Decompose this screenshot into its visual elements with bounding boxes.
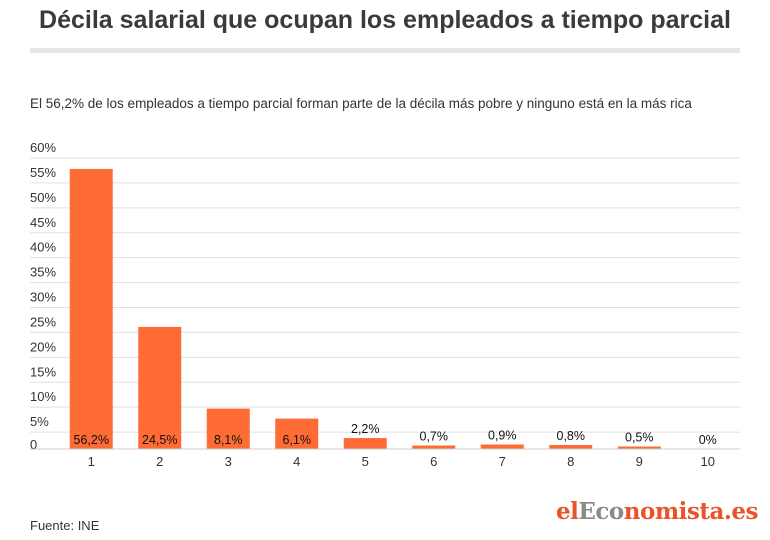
- y-tick-label: 15%: [30, 364, 56, 379]
- logo-part-eco: Eco: [578, 498, 624, 525]
- logo-part-nomista: nomista.es: [623, 498, 759, 525]
- publisher-logo: elEconomista.es: [556, 498, 758, 525]
- bar: [549, 445, 593, 449]
- bar: [69, 168, 113, 450]
- source-note: Fuente: INE: [30, 518, 100, 533]
- bars: [69, 168, 661, 450]
- data-label: 0,5%: [625, 431, 654, 445]
- bar: [480, 444, 524, 449]
- data-labels: 56,2% 24,5% 8,1% 6,1% 2,2% 0,7% 0,9% 0,8% 0,5% 0%: [74, 422, 717, 447]
- x-tick-label: 3: [225, 454, 232, 469]
- y-axis-ticks: 0 5% 10% 15% 20% 25% 30% 35% 40% 45% 50% 55% 60%: [30, 140, 56, 452]
- bar: [206, 408, 250, 449]
- x-tick-label: 6: [430, 454, 437, 469]
- gridlines: [30, 157, 740, 433]
- data-label: 0,7%: [420, 430, 449, 444]
- x-tick-label: 1: [88, 454, 95, 469]
- bar: [617, 446, 661, 449]
- x-tick-label: 7: [499, 454, 506, 469]
- y-tick-label: 50%: [30, 190, 56, 205]
- y-tick-label: 30%: [30, 290, 56, 305]
- y-tick-label: 35%: [30, 265, 56, 280]
- bar: [275, 418, 319, 449]
- y-tick-label: 0: [30, 437, 37, 452]
- data-label: 0%: [699, 433, 717, 447]
- x-tick-label: 8: [567, 454, 574, 469]
- y-tick-label: 55%: [30, 165, 56, 180]
- data-label: 0,8%: [557, 429, 586, 443]
- chart-title: Décila salarial que ocupan los empleados…: [39, 6, 731, 34]
- bar: [412, 445, 456, 449]
- y-tick-label: 45%: [30, 215, 56, 230]
- title-divider: [30, 48, 740, 53]
- y-tick-label: 10%: [30, 389, 56, 404]
- x-tick-label: 9: [636, 454, 643, 469]
- data-label: 6,1%: [283, 433, 312, 447]
- data-label: 24,5%: [142, 433, 177, 447]
- x-axis-ticks: 1 2 3 4 5 6 7 8 9 10: [88, 454, 715, 469]
- data-label: 8,1%: [214, 433, 243, 447]
- y-tick-label: 20%: [30, 339, 56, 354]
- bar: [343, 438, 387, 449]
- x-tick-label: 4: [293, 454, 300, 469]
- y-tick-label: 25%: [30, 314, 56, 329]
- y-tick-label: 5%: [30, 414, 49, 429]
- x-tick-label: 2: [156, 454, 163, 469]
- data-label: 56,2%: [74, 433, 109, 447]
- logo-part-el: el: [556, 498, 579, 525]
- data-label: 0,9%: [488, 429, 517, 443]
- y-tick-label: 40%: [30, 240, 56, 255]
- x-tick-label: 10: [701, 454, 715, 469]
- chart-subtitle: El 56,2% de los empleados a tiempo parci…: [30, 96, 692, 111]
- x-tick-label: 5: [362, 454, 369, 469]
- y-tick-label: 60%: [30, 140, 56, 155]
- data-label: 2,2%: [351, 422, 380, 436]
- bar: [138, 326, 182, 449]
